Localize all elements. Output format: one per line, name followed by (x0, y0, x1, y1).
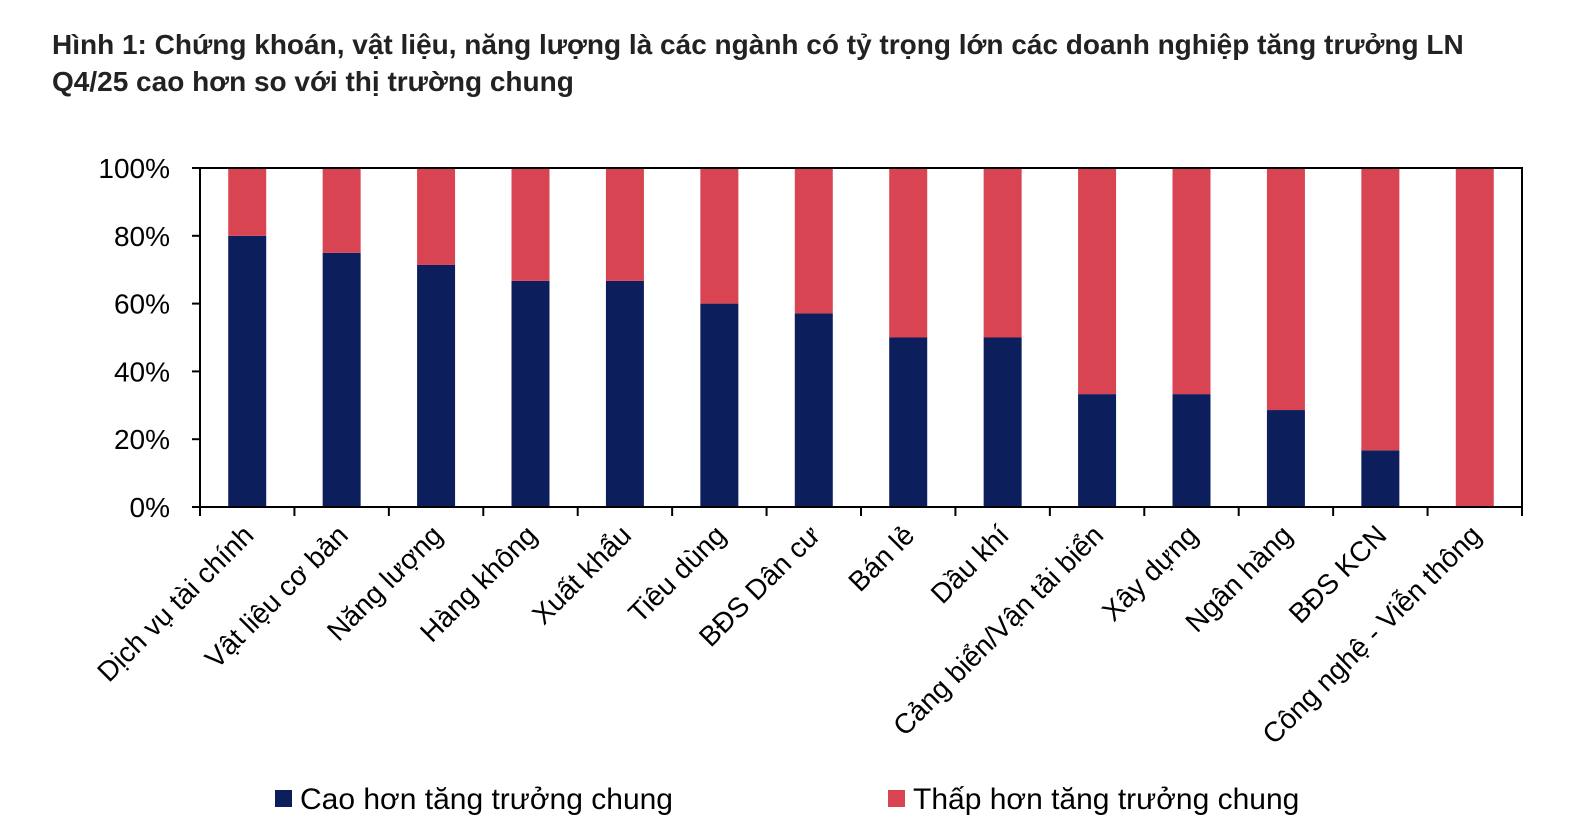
y-tick-label: 100% (98, 153, 170, 184)
y-tick-label: 20% (114, 424, 170, 455)
bar-segment (1361, 168, 1400, 451)
bar-segment (889, 337, 928, 507)
legend-swatch (888, 790, 905, 807)
bar-segment (1172, 168, 1211, 395)
x-tick-label: Dầu khí (925, 519, 1015, 609)
bar-segment (228, 235, 267, 508)
bar-segment (794, 313, 833, 507)
bar-segment (700, 168, 739, 304)
bar-segment (605, 280, 644, 507)
bar-segment (605, 168, 644, 281)
bar-segment (1266, 168, 1305, 411)
x-tick-label: Bán lẻ (842, 519, 920, 597)
legend-swatch (275, 790, 292, 807)
bar-segment (1172, 394, 1211, 507)
bar-segment (322, 168, 361, 253)
plot-frame (199, 167, 1523, 508)
y-tick-label: 0% (130, 492, 170, 523)
bar-segment (417, 168, 456, 265)
legend-label: Thấp hơn tăng trưởng chung (913, 783, 1299, 816)
chart-title: Hình 1: Chứng khoán, vật liệu, năng lượn… (52, 29, 1464, 97)
bar-segment (511, 168, 550, 281)
bar-segment (700, 303, 739, 507)
bar-segment (1361, 450, 1400, 507)
x-tick-label: Dịch vụ tài chính (91, 519, 259, 687)
bar-segment (511, 280, 550, 507)
bar-segment (983, 337, 1022, 507)
bar-segment (983, 168, 1022, 338)
bar-segment (889, 168, 928, 338)
bar-segment (322, 252, 361, 507)
bar-segment (1266, 410, 1305, 507)
y-tick-label: 60% (114, 289, 170, 320)
y-tick-label: 40% (114, 356, 170, 387)
bar-segment (228, 168, 267, 236)
legend-label: Cao hơn tăng trưởng chung (300, 783, 673, 816)
x-tick-label: Xuất khẩu (526, 519, 637, 630)
y-tick-label: 80% (114, 221, 170, 252)
bar-segment (1455, 168, 1494, 507)
bar-segment (417, 264, 456, 507)
bar-segment (1078, 168, 1117, 395)
bar-segment (1078, 394, 1117, 507)
bar-segment (794, 168, 833, 314)
